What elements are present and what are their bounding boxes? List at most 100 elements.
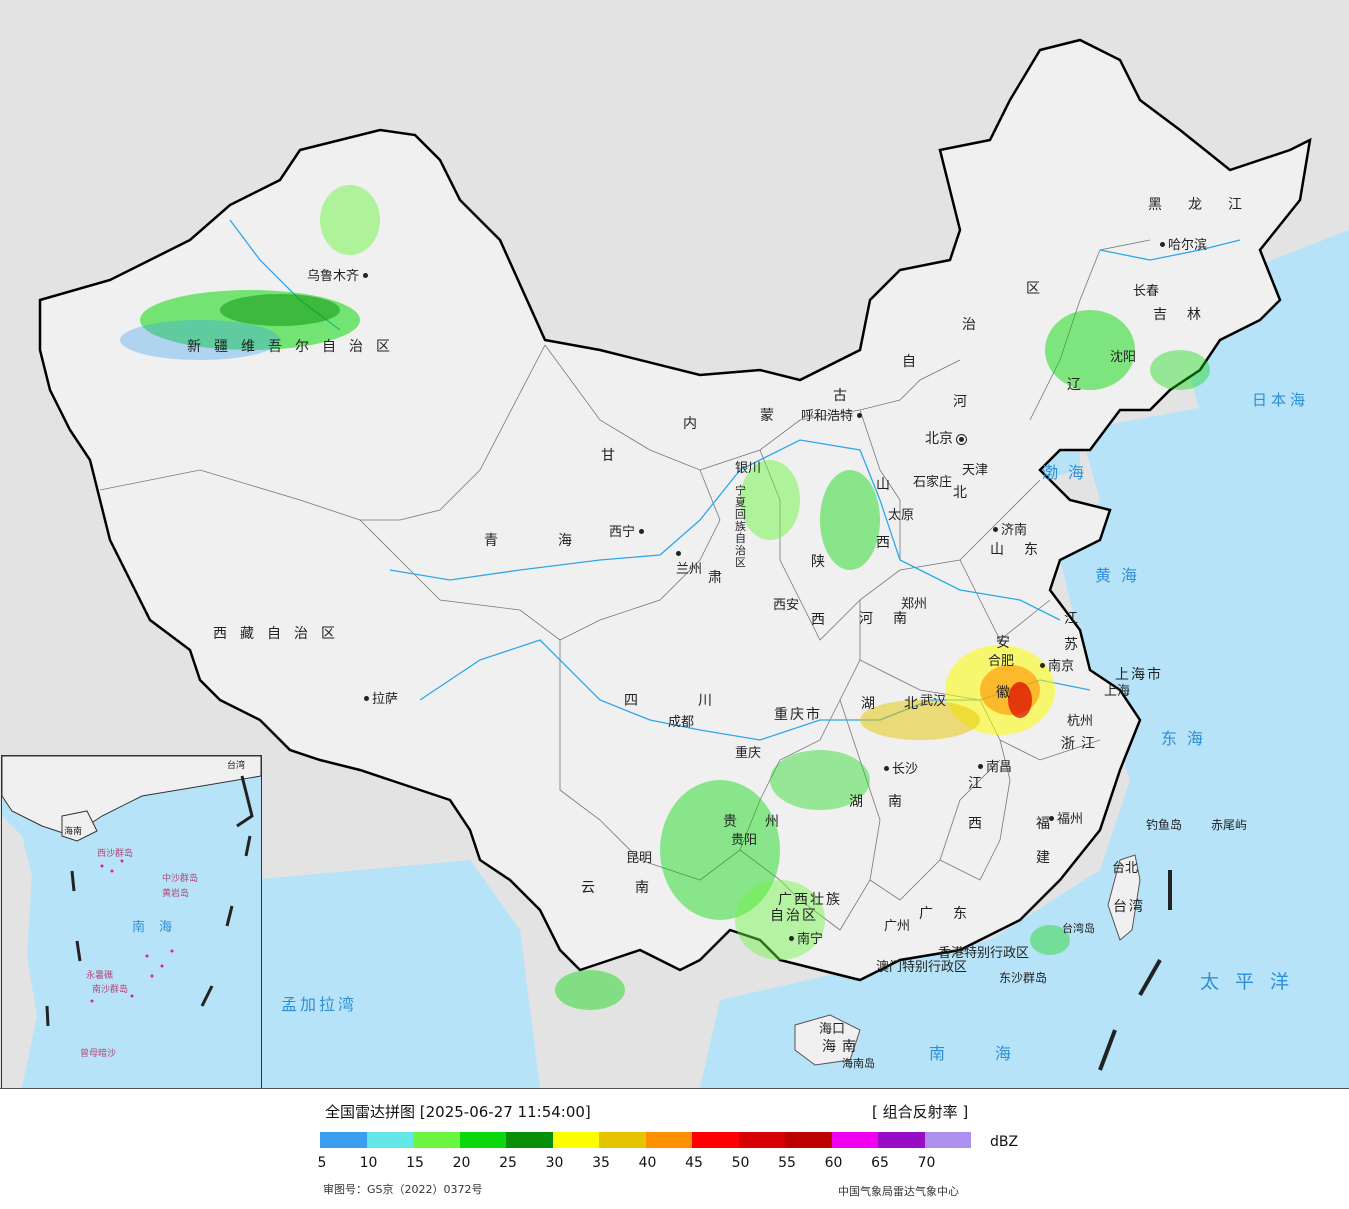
city-nanjing-label: 南京: [1048, 659, 1075, 674]
city-tianjin: 天津: [962, 463, 988, 478]
sea-bohai: 渤海: [1042, 463, 1095, 482]
province-hunan-2: 南: [888, 794, 915, 810]
province-sichuan: 四川: [624, 693, 772, 709]
city-dot: [639, 529, 645, 534]
city-wuhan: 武汉: [920, 694, 946, 709]
province-heilongjiang: 黑龙江: [1148, 197, 1268, 213]
city-haikou-label: 海口: [819, 1022, 846, 1037]
color-swatch: [692, 1132, 739, 1148]
city-zhengzhou: 郑州: [901, 597, 927, 612]
province-hunan-1: 湖: [849, 794, 876, 810]
inset-zhongsha: 中沙群岛: [162, 874, 199, 884]
color-swatch: [645, 1132, 692, 1148]
province-hubei-2: 北: [904, 696, 931, 712]
city-tianjin-label: 天津: [962, 463, 989, 478]
sea-nanhai: 南海: [929, 1044, 1062, 1063]
province-liaoning: 辽: [1067, 377, 1094, 393]
scale-tick-label: 5: [317, 1155, 327, 1171]
province-xinjiang: 新疆维吾尔自治区: [187, 339, 403, 355]
city-dot: [1040, 663, 1045, 668]
province-ningxia: 宁夏回族自治区: [735, 484, 746, 569]
province-anhui-1: 安: [996, 635, 1023, 651]
city-lanzhou-label: 兰州: [676, 562, 703, 577]
city-shenyang-label: 沈阳: [1110, 350, 1137, 365]
city-nanchang: 南昌: [978, 760, 1012, 775]
city-shenyang: 沈阳: [1110, 350, 1136, 365]
bay-of-bengal: [250, 860, 540, 1088]
color-swatch: [878, 1132, 925, 1148]
maritime-dashes: [1098, 870, 1172, 1071]
province-hubei-1: 湖: [861, 696, 888, 712]
city-beijing: 北京: [925, 432, 967, 447]
pacific-ocean: [700, 380, 1349, 1088]
city-shijiazhuang: 石家庄: [913, 475, 952, 490]
map-title: 全国雷达拼图 [2025-06-27 11:54:00]: [325, 1103, 591, 1121]
city-zhengzhou-label: 郑州: [901, 597, 928, 612]
city-lanzhou: 兰州: [676, 547, 702, 577]
city-hangzhou-label: 杭州: [1067, 714, 1094, 729]
province-guizhou-2: 州: [765, 814, 792, 830]
province-jiangsu-1: 江: [1064, 611, 1091, 627]
city-wuhan-label: 武汉: [920, 694, 947, 709]
city-dot: [993, 527, 998, 532]
city-dot: [789, 936, 794, 941]
island-taiwan: 台湾岛: [1062, 922, 1095, 935]
color-swatch: [320, 1132, 367, 1148]
province-shanxi-2: 西: [876, 535, 903, 551]
city-dot: [884, 766, 889, 771]
island-dongsha: 东沙群岛: [999, 971, 1048, 985]
city-taibei-label: 台北: [1112, 861, 1139, 876]
scale-tick-label: 35: [592, 1155, 610, 1171]
legend-panel: 全国雷达拼图 [2025-06-27 11:54:00] [ 组合反射率 ] 5…: [0, 1088, 1349, 1209]
inset-nanhai: 南海: [132, 920, 187, 935]
city-dot: [676, 551, 681, 556]
inset-map: [2, 756, 261, 1088]
color-scale: [320, 1132, 971, 1148]
source-label: 中国气象局雷达气象中心: [838, 1185, 959, 1198]
city-guangzhou: 广州: [884, 919, 910, 934]
color-swatch: [506, 1132, 553, 1148]
island-diaoyu: 钓鱼岛: [1146, 818, 1183, 832]
city-nanjing: 南京: [1040, 659, 1074, 674]
province-shaanxi-1: 陕: [811, 554, 838, 570]
unit-label: dBZ: [990, 1134, 1019, 1150]
city-haikou: 海口: [819, 1022, 845, 1037]
city-yinchuan-label: 银川: [735, 461, 762, 476]
city-dot: [857, 413, 863, 418]
province-chongqing: 重庆市: [774, 707, 822, 723]
city-changsha-label: 长沙: [892, 762, 919, 777]
province-guangxi-1: 广西壮族: [778, 892, 842, 908]
capital-icon: [956, 433, 967, 445]
inset-huangyan: 黄岩岛: [162, 889, 190, 899]
city-dot: [363, 273, 369, 278]
city-taiyuan-label: 太原: [888, 508, 915, 523]
city-chongqing-label: 重庆: [735, 746, 762, 761]
city-taiyuan: 太原: [888, 508, 914, 523]
color-swatch: [366, 1132, 413, 1148]
sea-donghai: 东海: [1161, 729, 1214, 748]
province-hebei-2: 北: [953, 485, 980, 501]
city-jinan: 济南: [993, 523, 1027, 538]
color-swatch: [413, 1132, 460, 1148]
city-dot: [364, 696, 369, 701]
city-changchun: 长春: [1133, 284, 1159, 299]
scale-tick-label: 70: [917, 1155, 936, 1171]
city-hangzhou: 杭州: [1067, 714, 1093, 729]
product-label: [ 组合反射率 ]: [872, 1103, 969, 1121]
radar-map: 新疆维吾尔自治区 西藏自治区 青海 甘 内 蒙 古 自 治 区 黑龙江 吉林 辽…: [0, 0, 1349, 1089]
province-fujian-1: 福: [1036, 816, 1063, 832]
city-chengdu: 成都: [668, 715, 694, 730]
city-nanning: 南宁: [789, 932, 823, 947]
province-qinghai: 青海: [484, 533, 632, 549]
city-hongkong-label: 香港特别行政区: [938, 946, 1030, 961]
scale-tick-label: 25: [499, 1155, 517, 1171]
inset-hainan: 海南: [64, 827, 83, 837]
scale-tick-label: 45: [685, 1155, 703, 1171]
city-hohhot: 呼和浩特: [801, 409, 865, 424]
scale-tick-label: 55: [778, 1155, 796, 1171]
province-yunnan: 云南: [581, 880, 689, 896]
province-shandong: 山东: [990, 542, 1058, 558]
province-jiangsu-2: 苏: [1064, 637, 1091, 653]
color-swatch: [459, 1132, 506, 1148]
province-neimenggu-6: 区: [1026, 281, 1053, 297]
